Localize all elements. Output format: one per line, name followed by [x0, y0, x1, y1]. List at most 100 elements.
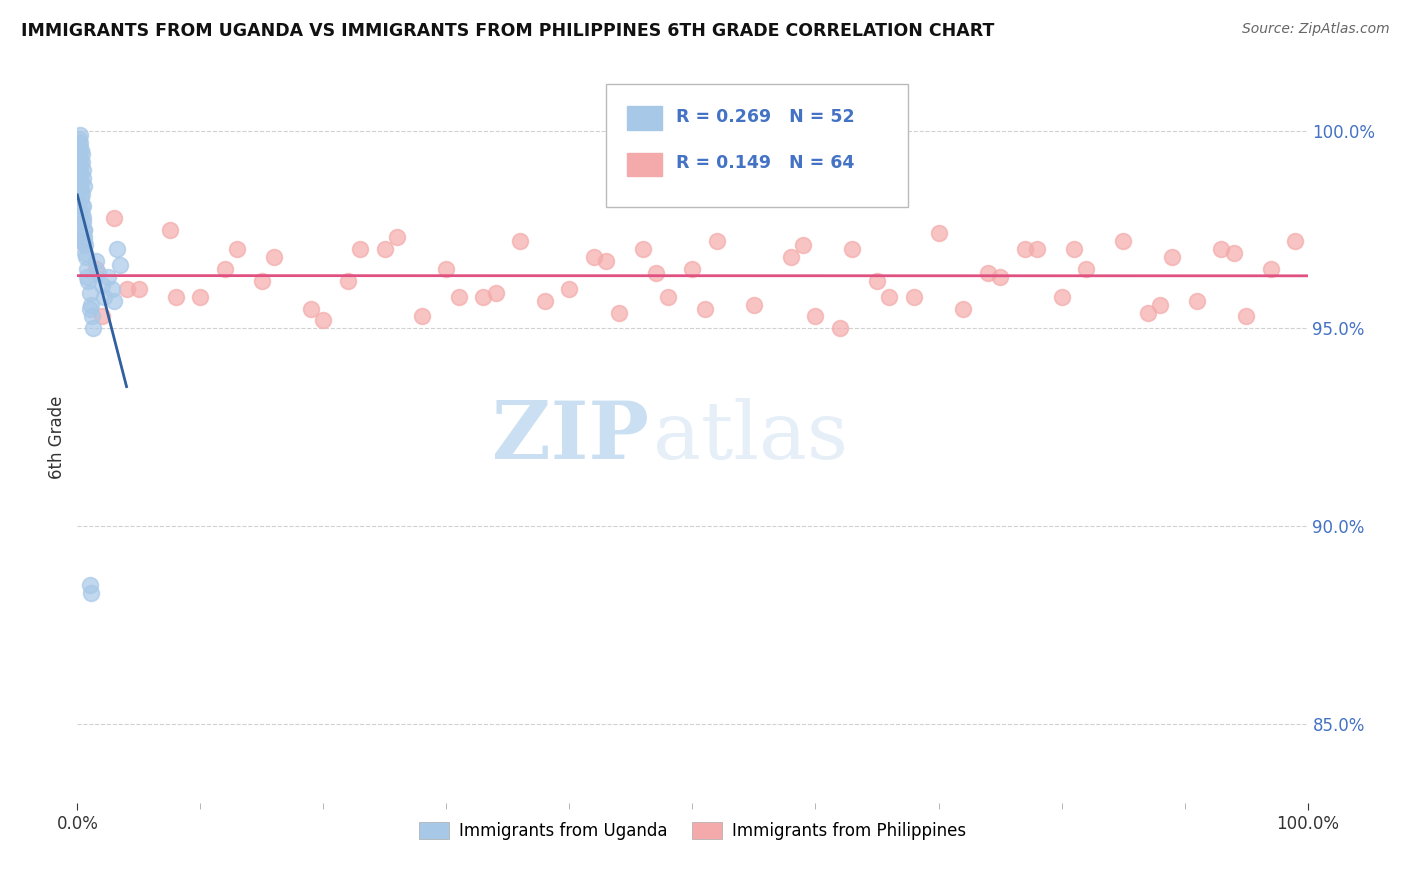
Point: [87, 266, 110, 280]
Point: [1161, 250, 1184, 264]
Point: [226, 242, 249, 256]
Point: [67, 131, 90, 145]
Point: [73, 222, 96, 236]
Point: [67, 147, 90, 161]
Point: [72, 199, 94, 213]
Point: [75, 250, 97, 264]
Point: [1223, 246, 1246, 260]
Point: [1211, 242, 1233, 256]
Point: [988, 269, 1011, 284]
Point: [70, 147, 93, 161]
Point: [84, 254, 107, 268]
Point: [72, 163, 94, 178]
Point: [385, 230, 409, 244]
Point: [76, 262, 98, 277]
Point: [830, 321, 852, 335]
Point: [73, 230, 96, 244]
Point: [879, 290, 901, 304]
Text: atlas: atlas: [654, 398, 848, 476]
Point: [72, 211, 94, 225]
Point: [792, 238, 814, 252]
Point: [128, 282, 150, 296]
Point: [447, 290, 470, 304]
Point: [472, 290, 495, 304]
Point: [103, 293, 125, 308]
Point: [69, 159, 91, 173]
Point: [1185, 293, 1208, 308]
Point: [1026, 242, 1049, 256]
Point: [75, 246, 97, 260]
Point: [79, 285, 101, 300]
Point: [105, 242, 128, 256]
Point: [1050, 290, 1073, 304]
Point: [73, 238, 96, 252]
Point: [70, 155, 93, 169]
Point: [607, 305, 630, 319]
Point: [952, 301, 974, 316]
Point: [67, 139, 90, 153]
Point: [69, 128, 91, 142]
Point: [69, 155, 91, 169]
Point: [70, 199, 93, 213]
Text: R = 0.149   N = 64: R = 0.149 N = 64: [676, 153, 855, 172]
Point: [110, 258, 132, 272]
Point: [299, 301, 322, 316]
Point: [1014, 242, 1036, 256]
Point: [70, 186, 93, 201]
Point: [804, 310, 827, 324]
Point: [70, 144, 93, 158]
Point: [82, 321, 104, 335]
Point: [866, 274, 889, 288]
Point: [70, 175, 93, 189]
Point: [72, 214, 94, 228]
Point: [903, 290, 925, 304]
Point: [69, 136, 91, 150]
Point: [263, 250, 285, 264]
Point: [82, 310, 104, 324]
Point: [1234, 310, 1257, 324]
Point: [742, 298, 765, 312]
Point: [165, 290, 187, 304]
Point: [1136, 305, 1159, 319]
Point: [97, 269, 120, 284]
Text: Source: ZipAtlas.com: Source: ZipAtlas.com: [1241, 22, 1389, 37]
Point: [1260, 262, 1282, 277]
Point: [70, 191, 93, 205]
Point: [67, 139, 90, 153]
Point: [633, 242, 655, 256]
Point: [84, 262, 107, 277]
Point: [188, 290, 212, 304]
Point: [73, 222, 96, 236]
Point: [79, 301, 101, 316]
Point: [558, 282, 581, 296]
Point: [928, 227, 950, 241]
Point: [250, 274, 273, 288]
Point: [76, 269, 98, 284]
Point: [1284, 235, 1306, 249]
Point: [159, 222, 181, 236]
Point: [90, 310, 114, 324]
Point: [73, 179, 96, 194]
Point: [485, 285, 508, 300]
Bar: [627, 106, 662, 130]
Point: [69, 167, 91, 181]
Point: [337, 274, 360, 288]
Point: [101, 282, 124, 296]
Point: [595, 254, 617, 268]
Y-axis label: 6th Grade: 6th Grade: [48, 395, 66, 479]
Point: [72, 207, 94, 221]
Point: [1076, 262, 1098, 277]
Point: [115, 282, 138, 296]
Point: [214, 262, 236, 277]
Point: [657, 290, 679, 304]
Point: [93, 290, 115, 304]
Bar: [627, 153, 662, 176]
Text: R = 0.269   N = 52: R = 0.269 N = 52: [676, 109, 855, 127]
Point: [436, 262, 458, 277]
Text: IMMIGRANTS FROM UGANDA VS IMMIGRANTS FROM PHILIPPINES 6TH GRADE CORRELATION CHAR: IMMIGRANTS FROM UGANDA VS IMMIGRANTS FRO…: [21, 22, 994, 40]
Point: [1149, 298, 1171, 312]
Legend: Immigrants from Uganda, Immigrants from Philippines: Immigrants from Uganda, Immigrants from …: [412, 815, 973, 847]
Point: [706, 235, 728, 249]
Point: [77, 274, 100, 288]
Point: [644, 266, 666, 280]
